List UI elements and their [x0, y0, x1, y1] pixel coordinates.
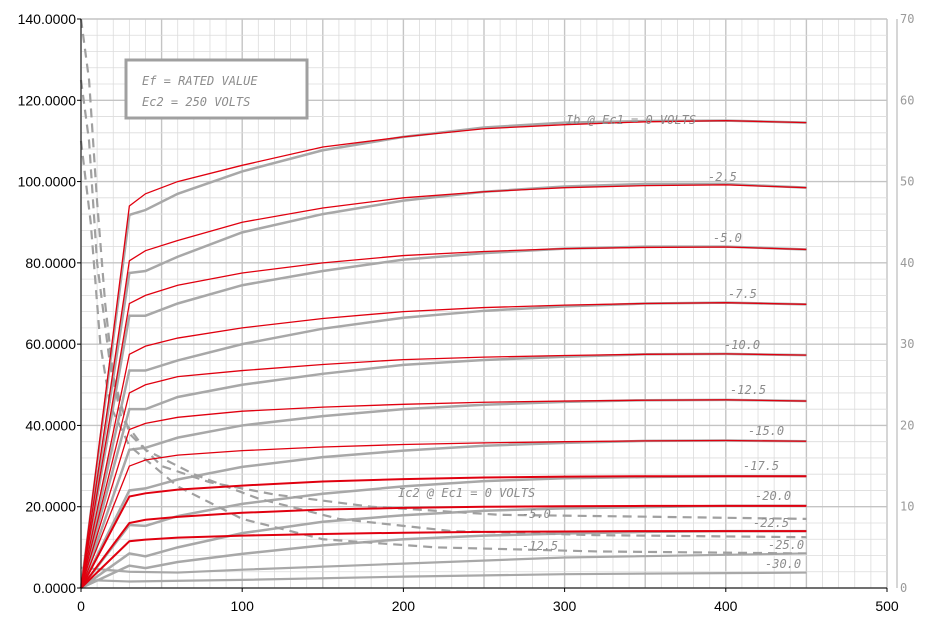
measured-trace-minus30	[80, 571, 807, 583]
measured-trace-2	[79, 245, 807, 589]
right-scale-label: 0	[900, 581, 907, 595]
screen-label-2: -12.5	[522, 539, 558, 553]
measured-trace-minus25	[80, 552, 807, 574]
curve-label-7: -17.5	[743, 459, 779, 473]
y-tick-label: 0.0000	[33, 580, 76, 596]
model-curve-4	[80, 353, 807, 589]
curve-label-10: -25.0	[768, 538, 804, 552]
curve-label-5: -12.5	[730, 383, 766, 397]
screen-current-curve-0	[79, 18, 807, 521]
curve-label-8: -20.0	[755, 489, 791, 503]
right-scale-label: 60	[900, 93, 914, 107]
model-curve-1	[80, 184, 807, 589]
curve-labels: Ib @ Ec1 = 0 VOLTS -2.5 -5.0 -7.5 -10.0 …	[398, 113, 804, 571]
right-scale-label: 20	[900, 418, 914, 432]
curve-label-9: -22.5	[753, 516, 789, 530]
y-tick-label: 20.0000	[25, 499, 76, 515]
model-curve-2	[80, 246, 807, 589]
model-curve-8	[80, 504, 807, 589]
screen-label-1: -5.0	[522, 507, 551, 521]
model-curve-9	[80, 530, 807, 589]
curve-label-11: -30.0	[765, 557, 801, 571]
curve-label-0: Ib @ Ec1 = 0 VOLTS	[566, 113, 696, 127]
measured-trace-9	[80, 529, 807, 590]
measured-trace-0	[79, 119, 807, 589]
curve-label-1: -2.5	[708, 170, 737, 184]
note-heater: Ef = RATED VALUE	[142, 74, 258, 88]
screen-label-0: Ic2 @ Ec1 = 0 VOLTS	[398, 486, 535, 500]
tick-labels: 0.0000 20.0000 40.0000 60.0000 80.0000 100.00…	[18, 11, 915, 614]
curve-label-3: -7.5	[728, 287, 757, 301]
y-tick-label: 100.0000	[18, 174, 77, 190]
y-tick-label: 40.0000	[25, 417, 76, 433]
right-scale-label: 40	[900, 256, 914, 270]
measured-trace-1	[79, 182, 807, 589]
x-tick-label: 0	[77, 598, 85, 614]
curve-label-4: -10.0	[724, 338, 760, 352]
right-scale-label: 10	[900, 500, 914, 514]
axes	[77, 18, 888, 592]
y-tick-label: 60.0000	[25, 336, 76, 352]
x-tick-label: 200	[392, 598, 416, 614]
model-curves	[80, 119, 807, 589]
y-tick-label: 120.0000	[18, 92, 77, 108]
x-tick-label: 500	[875, 598, 899, 614]
condition-note-box: Ef = RATED VALUE Ec2 = 250 VOLTS	[124, 58, 309, 120]
model-curve-6	[80, 439, 807, 589]
model-curve-3	[80, 302, 807, 589]
x-tick-label: 100	[231, 598, 255, 614]
model-curve-5	[80, 399, 807, 589]
right-scale-label: 30	[900, 337, 914, 351]
note-screen-voltage: Ec2 = 250 VOLTS	[142, 95, 250, 109]
right-scale-label: 50	[900, 175, 914, 189]
screen-current-curve-1	[79, 79, 807, 539]
curve-label-2: -5.0	[713, 231, 742, 245]
curve-label-6: -15.0	[748, 424, 784, 438]
right-scale-label: 70	[900, 12, 914, 26]
model-curve-0	[80, 119, 807, 589]
x-tick-label: 400	[714, 598, 738, 614]
y-tick-label: 140.0000	[18, 11, 77, 27]
x-tick-label: 300	[553, 598, 577, 614]
screen-current-curve-2	[79, 140, 807, 555]
y-tick-label: 80.0000	[25, 255, 76, 271]
measured-trace-8	[80, 504, 807, 590]
model-curve-7	[80, 475, 807, 589]
